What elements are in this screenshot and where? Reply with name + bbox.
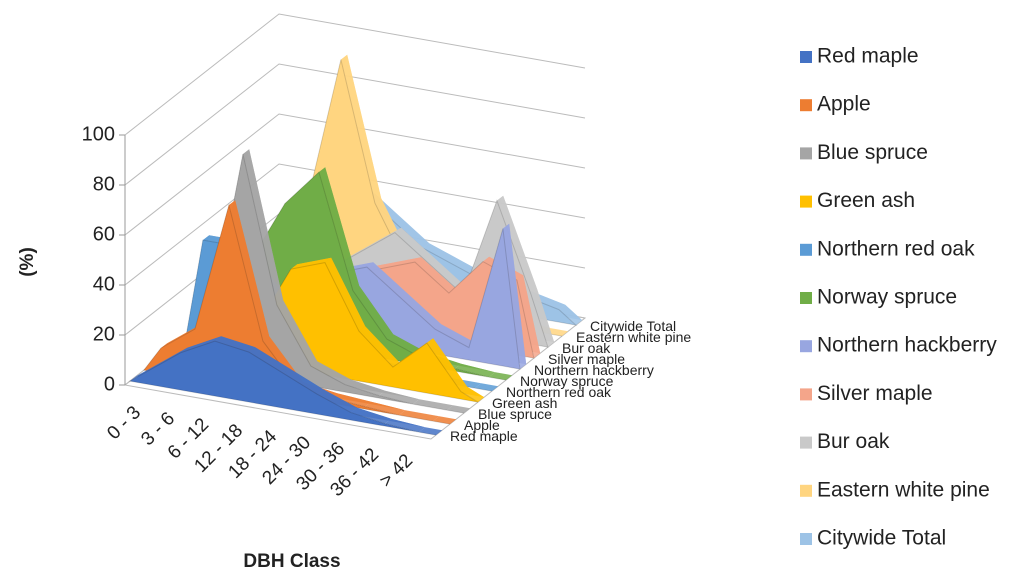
area-top — [380, 257, 422, 269]
legend-swatch — [800, 243, 812, 256]
area-top — [324, 257, 366, 332]
area-top — [530, 289, 555, 348]
area-top — [400, 293, 442, 330]
legend-label: Citywide Total — [817, 527, 946, 550]
area-top — [364, 401, 406, 416]
area-top — [282, 368, 324, 395]
area-top — [432, 416, 457, 425]
area-top — [242, 149, 284, 306]
area-top — [502, 223, 527, 370]
legend-swatch — [800, 340, 812, 353]
area-top — [214, 336, 256, 353]
area-top — [290, 257, 332, 270]
legend-label: Blue spruce — [817, 141, 928, 164]
legend-swatch — [800, 99, 812, 112]
area — [128, 340, 436, 436]
area-top — [316, 389, 358, 413]
y-tick-label: 60 — [93, 223, 115, 245]
area-top — [366, 262, 408, 299]
area-top — [160, 324, 202, 349]
depth-label: Silver maple — [548, 351, 625, 367]
area-top — [358, 326, 400, 368]
area-top — [394, 227, 436, 264]
area-top — [340, 54, 382, 204]
legend-label: Bur oak — [817, 430, 890, 453]
area-top — [248, 347, 290, 374]
area-top — [392, 338, 434, 368]
area-top — [454, 363, 496, 378]
depth-label: Northern red oak — [506, 384, 612, 400]
area-top — [388, 212, 430, 249]
depth-label: Norway spruce — [520, 373, 614, 389]
x-axis-label: DBH Class — [243, 551, 340, 572]
area-top — [276, 300, 318, 367]
area-top — [398, 410, 440, 422]
area-top — [446, 405, 471, 414]
area-top — [129, 366, 154, 382]
depth-label: Blue spruce — [478, 406, 552, 422]
legend-swatch — [800, 484, 812, 497]
area-top — [558, 304, 583, 326]
legend-label: Eastern white pine — [817, 478, 990, 501]
depth-label: Green ash — [492, 395, 557, 411]
y-tick-label: 40 — [93, 273, 115, 295]
area-top — [516, 275, 541, 359]
area-top — [460, 386, 485, 403]
area-top — [350, 407, 392, 424]
legend-label: Norway spruce — [817, 286, 957, 309]
legend-label: Silver maple — [817, 382, 933, 405]
depth-label: Bur oak — [562, 340, 611, 356]
y-axis-label: (%) — [17, 247, 38, 277]
area-top — [180, 336, 222, 353]
legend-swatch — [800, 147, 812, 160]
area-top — [488, 372, 513, 381]
depth-label: Eastern white pine — [576, 329, 691, 345]
legend-swatch — [800, 436, 812, 449]
depth-label: Northern hackberry — [534, 362, 654, 378]
legend-swatch — [800, 292, 812, 304]
area-top — [352, 285, 394, 340]
legend-label: Green ash — [817, 189, 915, 212]
y-tick-label: 0 — [104, 373, 115, 395]
area-top — [384, 418, 426, 433]
area-top — [474, 383, 499, 392]
x-tick-label: > 42 — [376, 450, 417, 491]
legend-swatch — [800, 195, 812, 208]
area-top — [414, 257, 456, 294]
area-top — [422, 243, 464, 267]
depth-label: Red maple — [450, 428, 518, 444]
area-top — [496, 195, 538, 295]
area-top — [412, 399, 454, 411]
legend-label: Red maple — [817, 45, 919, 68]
grid-line — [124, 163, 586, 286]
y-tick-label: 80 — [93, 173, 115, 195]
legend-swatch — [800, 51, 812, 63]
y-tick-label: 100 — [82, 123, 115, 145]
area-top — [330, 393, 372, 407]
area-top — [360, 227, 402, 252]
area-top — [426, 338, 468, 392]
legend-label: Apple — [817, 93, 871, 116]
area-top — [418, 427, 443, 436]
depth-label: Citywide Total — [590, 318, 676, 334]
legend-swatch — [800, 533, 812, 545]
area-top — [146, 347, 188, 372]
legend-swatch — [800, 388, 812, 401]
grid-line — [124, 113, 586, 236]
area-top — [344, 379, 386, 396]
area-top — [228, 200, 270, 342]
area-top — [434, 324, 476, 348]
grid-line — [124, 13, 586, 136]
y-tick-label: 20 — [93, 323, 115, 345]
area-top — [310, 361, 352, 385]
area-top — [378, 390, 420, 405]
area-top — [318, 167, 360, 291]
grid-line — [124, 63, 586, 186]
legend-label: Northern hackberry — [817, 334, 997, 357]
legend-label: Northern red oak — [817, 237, 975, 260]
depth-label: Apple — [464, 417, 500, 433]
